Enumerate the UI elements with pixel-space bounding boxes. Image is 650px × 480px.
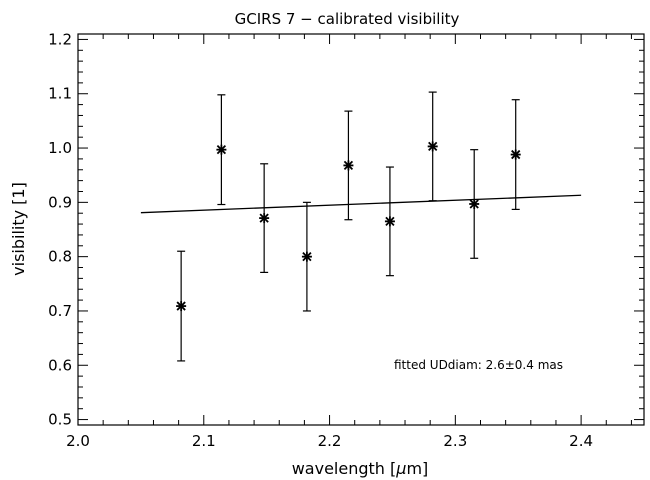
x-axis-label-prefix: wavelength [ xyxy=(292,459,397,478)
x-axis-label-mu: μ xyxy=(395,459,406,478)
data-point xyxy=(384,166,395,277)
x-axis-label-suffix: m] xyxy=(406,459,428,478)
data-point xyxy=(176,250,187,362)
y-tick-label: 1.1 xyxy=(48,85,72,103)
axis-ticks xyxy=(77,34,644,425)
chart-title: GCIRS 7 − calibrated visibility xyxy=(235,10,460,28)
data-point xyxy=(510,99,521,211)
data-point xyxy=(343,110,354,221)
y-axis-label: visibility [1] xyxy=(9,182,28,276)
x-tick-label: 2.2 xyxy=(318,432,342,450)
y-tick-label: 1.0 xyxy=(48,139,72,157)
y-tick-label: 0.5 xyxy=(48,411,72,429)
x-tick-label: 2.4 xyxy=(569,432,593,450)
y-tick-label: 0.6 xyxy=(48,356,72,374)
y-tick-label: 0.8 xyxy=(48,248,72,266)
x-tick-label: 2.3 xyxy=(443,432,467,450)
y-tick-label: 0.9 xyxy=(48,193,72,211)
data-point xyxy=(259,163,270,274)
x-tick-label: 2.1 xyxy=(192,432,216,450)
data-point xyxy=(301,201,312,312)
y-tick-label: 1.2 xyxy=(48,30,72,48)
x-tick-label: 2.0 xyxy=(66,432,90,450)
data-marks xyxy=(140,91,582,362)
y-tick-label: 0.7 xyxy=(48,302,72,320)
data-point xyxy=(216,94,227,206)
tick-labels: 2.0 2.1 2.2 2.3 2.4 0.5 0.6 0.7 0.8 0.9 1.0 1.1 1.2 xyxy=(48,30,593,450)
x-axis-label: wavelength [μm] xyxy=(292,459,429,478)
data-point xyxy=(469,149,480,259)
plot-frame xyxy=(77,33,645,426)
data-point xyxy=(427,91,438,202)
fit-annotation: fitted UDdiam: 2.6±0.4 mas xyxy=(394,358,563,372)
fit-line xyxy=(140,194,582,214)
